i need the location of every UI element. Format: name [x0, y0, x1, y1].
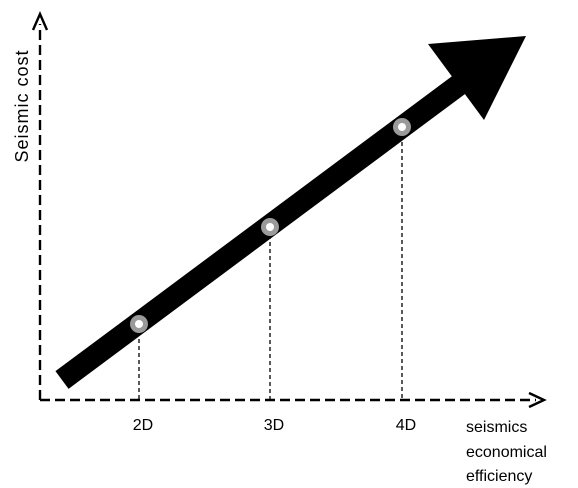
x-axis-label-line-2: economical — [466, 444, 547, 461]
tick-label-4d: 4D — [396, 417, 416, 434]
marker-3d — [261, 218, 279, 236]
trend-arrow-head — [428, 36, 526, 120]
x-axis-arrowhead — [528, 391, 547, 409]
tick-label-3d: 3D — [264, 417, 284, 434]
marker-2d — [130, 315, 148, 333]
y-axis-arrowhead — [31, 11, 49, 31]
x-axis-label-line-1: seismics — [466, 419, 527, 436]
marker-4d — [393, 118, 411, 136]
x-axis-label-line-3: efficiency — [466, 468, 532, 485]
marker-3d-center — [266, 223, 274, 231]
y-axis-label: Seismic cost — [12, 49, 32, 162]
marker-4d-center — [398, 123, 406, 131]
trend-arrow-shaft — [55, 75, 467, 389]
tick-label-2d: 2D — [133, 417, 153, 434]
marker-2d-center — [135, 320, 143, 328]
